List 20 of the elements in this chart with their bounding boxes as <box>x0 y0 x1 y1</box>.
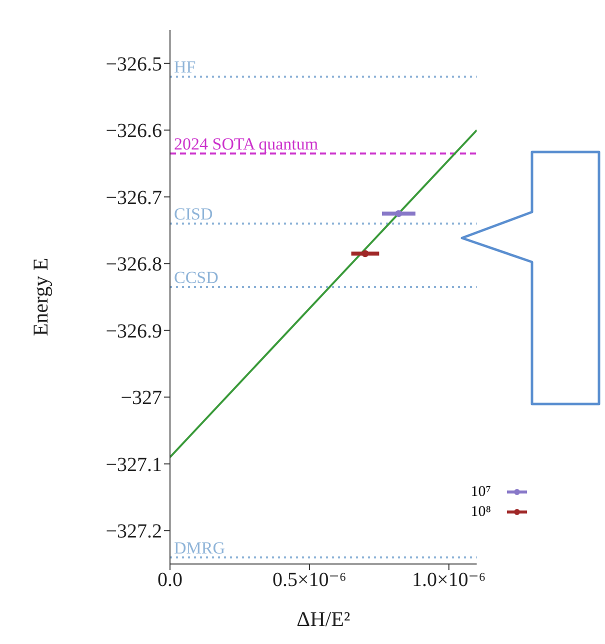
ref-line-label: CISD <box>174 204 213 224</box>
y-axis-title: Energy E <box>28 258 52 336</box>
y-tick-label: −327.2 <box>106 520 162 543</box>
legend-label: 10⁷ <box>470 483 491 502</box>
y-tick-label: −326.9 <box>106 320 162 342</box>
x-tick-label: 0.0 <box>158 569 182 592</box>
x-axis-title: ΔH/E² <box>296 607 350 631</box>
ref-line-label: CCSD <box>174 268 218 287</box>
x-tick-label: 1.0×10⁻⁶ <box>412 569 486 592</box>
y-tick-label: −327.1 <box>106 454 162 476</box>
y-tick-label: −326.6 <box>106 120 162 142</box>
ref-line-label: HF <box>174 58 196 77</box>
ref-line-label: 2024 SOTA quantum <box>174 134 318 154</box>
y-tick-label: −326.8 <box>106 254 162 276</box>
ref-line-label: DMRG <box>174 538 226 558</box>
y-tick-label: −326.7 <box>106 186 162 209</box>
legend-label: 10⁸ <box>470 503 491 522</box>
y-tick-label: −327 <box>120 387 162 410</box>
x-tick-label: 0.5×10⁻⁶ <box>272 569 346 592</box>
y-tick-label: −326.5 <box>106 53 162 76</box>
